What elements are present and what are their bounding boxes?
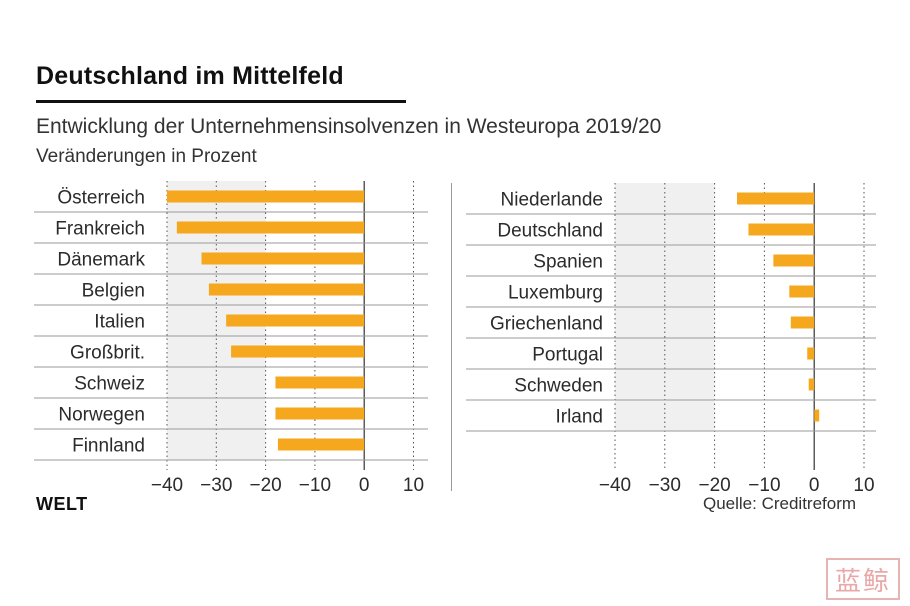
bar-spanien [773, 254, 815, 267]
x-tick-label: −30 [200, 475, 232, 496]
x-tick-label: −10 [748, 475, 780, 496]
category-label: Irland [555, 407, 603, 428]
category-label: Schweiz [74, 374, 145, 395]
category-label: Großbrit. [70, 343, 145, 364]
welt-logo: WELT [36, 494, 88, 514]
x-tick-label: −20 [698, 475, 730, 496]
category-label: Norwegen [58, 405, 145, 426]
bar-schweiz [275, 376, 365, 389]
bar-deutschland [748, 223, 815, 236]
x-tick-label: −30 [649, 475, 681, 496]
bar-finnland [277, 438, 365, 451]
x-tick-label: −10 [299, 475, 331, 496]
bar-griechenland [790, 316, 815, 329]
category-label: Italien [94, 312, 145, 333]
x-tick-label: 0 [809, 475, 820, 496]
category-label: Schweden [514, 376, 603, 397]
bar-portugal [807, 347, 815, 360]
bar-norwegen [275, 407, 365, 420]
bar-österreich [167, 190, 365, 203]
bar-irland [814, 409, 820, 422]
bar-schweden [808, 378, 815, 391]
category-label: Niederlande [501, 190, 603, 211]
unit-label: Veränderungen in Prozent [36, 146, 257, 167]
category-label: Frankreich [55, 219, 145, 240]
category-label: Luxemburg [508, 283, 603, 304]
panel-divider [451, 183, 452, 491]
x-tick-label: −40 [599, 475, 631, 496]
source-note: Quelle: Creditreform [703, 494, 857, 513]
category-label: Deutschland [497, 221, 603, 242]
x-tick-label: −20 [249, 475, 281, 496]
bar-niederlande [737, 192, 815, 205]
x-tick-label: 0 [359, 475, 370, 496]
category-label: Portugal [532, 345, 603, 366]
category-label: Belgien [82, 281, 145, 302]
category-label: Spanien [533, 252, 603, 273]
bar-dänemark [201, 252, 365, 265]
x-tick-label: −40 [151, 475, 183, 496]
watermark-stamp: 蓝鲸 [826, 558, 900, 600]
x-tick-label: 10 [403, 475, 424, 496]
x-tick-label: 10 [853, 475, 874, 496]
chart-title: Deutschland im Mittelfeld [36, 62, 344, 90]
bar-frankreich [176, 221, 365, 234]
bar-großbrit [231, 345, 365, 358]
chart-subtitle: Entwicklung der Unternehmensinsolvenzen … [36, 115, 662, 138]
category-label: Dänemark [57, 250, 145, 271]
category-label: Griechenland [490, 314, 603, 335]
bar-italien [226, 314, 365, 327]
bar-belgien [208, 283, 365, 296]
category-label: Finnland [72, 436, 145, 457]
bar-luxemburg [789, 285, 815, 298]
title-underline [36, 100, 406, 103]
category-label: Österreich [57, 188, 145, 209]
